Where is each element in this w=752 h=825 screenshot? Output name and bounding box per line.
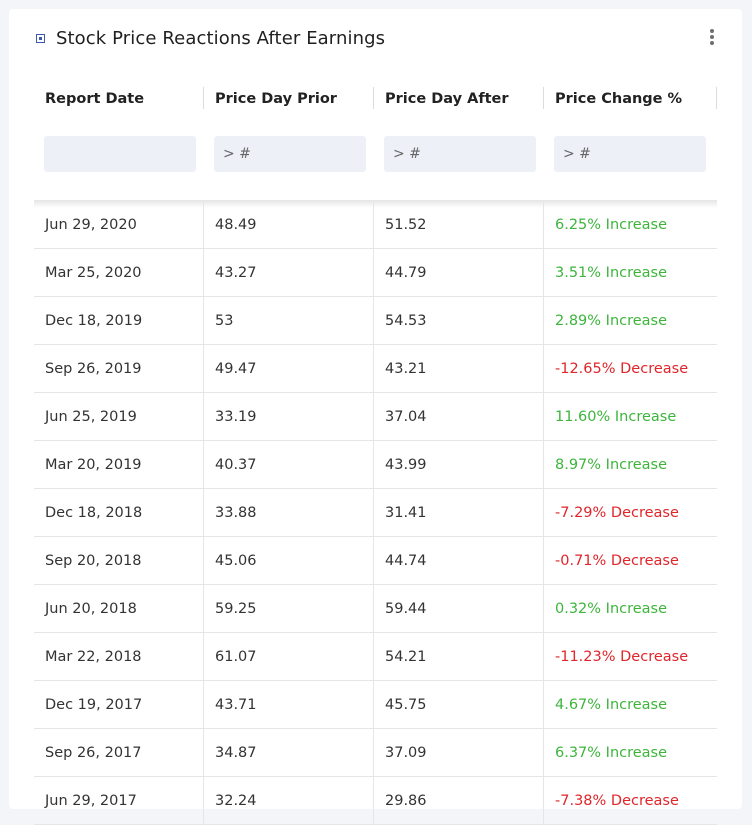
cell-price-change: 6.37% Increase (555, 744, 668, 761)
column-header-report-date[interactable]: Report Date (34, 84, 204, 114)
table-row[interactable]: Mar 22, 2018 61.07 54.21 -11.23% Decrease (34, 633, 717, 681)
column-header-row: Report Date Price Day Prior Price Day Af… (34, 84, 717, 114)
cell-price-change: 3.51% Increase (555, 264, 668, 281)
cell-price-day-prior: 59.25 (204, 585, 374, 632)
header-shadow (34, 200, 717, 208)
column-header-price-day-prior[interactable]: Price Day Prior (204, 84, 374, 114)
table-row[interactable]: Jun 20, 2018 59.25 59.44 0.32% Increase (34, 585, 717, 633)
cell-price-change: -7.38% Decrease (555, 792, 679, 809)
table-row[interactable]: Sep 26, 2019 49.47 43.21 -12.65% Decrease (34, 345, 717, 393)
cell-price-change: -0.71% Decrease (555, 552, 679, 569)
cell-report-date: Sep 26, 2019 (34, 345, 204, 392)
cell-price-day-after: 37.09 (374, 729, 544, 776)
cell-report-date: Sep 20, 2018 (34, 537, 204, 584)
cell-price-day-prior: 53 (204, 297, 374, 344)
column-header-price-day-after[interactable]: Price Day After (374, 84, 544, 114)
column-header-label: Report Date (45, 91, 145, 107)
cell-report-date: Jun 29, 2020 (34, 201, 204, 248)
cell-report-date: Dec 19, 2017 (34, 681, 204, 728)
cell-price-day-after: 29.86 (374, 777, 544, 824)
filter-price-day-after-input[interactable] (384, 136, 536, 172)
column-header-label: Price Change % (555, 91, 683, 107)
cell-report-date: Dec 18, 2018 (34, 489, 204, 536)
column-header-label: Price Day After (385, 91, 509, 107)
earnings-card: Stock Price Reactions After Earnings Rep… (9, 9, 742, 825)
cell-report-date: Sep 26, 2017 (34, 729, 204, 776)
cell-price-change: -12.65% Decrease (555, 360, 689, 377)
cell-report-date: Mar 25, 2020 (34, 249, 204, 296)
cell-report-date: Jun 25, 2019 (34, 393, 204, 440)
cell-price-day-after: 43.21 (374, 345, 544, 392)
cell-price-change: 4.67% Increase (555, 696, 668, 713)
cell-price-day-prior: 43.27 (204, 249, 374, 296)
cell-price-change: 0.32% Increase (555, 600, 668, 617)
table-row[interactable]: Sep 26, 2017 34.87 37.09 6.37% Increase (34, 729, 717, 777)
cell-price-change: 2.89% Increase (555, 312, 668, 329)
cell-price-change: -11.23% Decrease (555, 648, 689, 665)
cell-report-date: Mar 22, 2018 (34, 633, 204, 680)
filter-price-day-prior-input[interactable] (214, 136, 366, 172)
cell-report-date: Jun 20, 2018 (34, 585, 204, 632)
filter-report-date-input[interactable] (44, 136, 196, 172)
filter-row (34, 114, 717, 188)
cell-price-day-prior: 33.88 (204, 489, 374, 536)
cell-price-day-after: 31.41 (374, 489, 544, 536)
cell-price-day-prior: 49.47 (204, 345, 374, 392)
cell-price-day-prior: 33.19 (204, 393, 374, 440)
more-options-icon[interactable] (707, 26, 717, 48)
cell-price-day-after: 37.04 (374, 393, 544, 440)
table-body: Jun 29, 2020 48.49 51.52 6.25% Increase Mar … (34, 201, 717, 825)
cell-price-day-after: 54.53 (374, 297, 544, 344)
table-row[interactable]: Dec 19, 2017 43.71 45.75 4.67% Increase (34, 681, 717, 729)
cell-price-day-prior: 34.87 (204, 729, 374, 776)
table-row[interactable]: Jun 29, 2020 48.49 51.52 6.25% Increase (34, 201, 717, 249)
table-header: Report Date Price Day Prior Price Day Af… (34, 84, 717, 208)
table-row[interactable]: Mar 25, 2020 43.27 44.79 3.51% Increase (34, 249, 717, 297)
cell-price-change: 11.60% Increase (555, 408, 677, 425)
cell-price-change: -7.29% Decrease (555, 504, 679, 521)
table-row[interactable]: Jun 25, 2019 33.19 37.04 11.60% Increase (34, 393, 717, 441)
cell-report-date: Dec 18, 2019 (34, 297, 204, 344)
card-header: Stock Price Reactions After Earnings (36, 26, 385, 50)
cell-price-day-prior: 40.37 (204, 441, 374, 488)
cell-price-day-after: 44.79 (374, 249, 544, 296)
cell-price-day-after: 54.21 (374, 633, 544, 680)
column-header-price-change[interactable]: Price Change % (544, 84, 717, 114)
table-row[interactable]: Jun 29, 2017 32.24 29.86 -7.38% Decrease (34, 777, 717, 825)
filter-price-change-input[interactable] (554, 136, 706, 172)
cell-price-day-after: 51.52 (374, 201, 544, 248)
cell-price-day-prior: 43.71 (204, 681, 374, 728)
widget-icon (36, 33, 45, 43)
table-row[interactable]: Sep 20, 2018 45.06 44.74 -0.71% Decrease (34, 537, 717, 585)
column-header-label: Price Day Prior (215, 91, 337, 107)
table-row[interactable]: Dec 18, 2019 53 54.53 2.89% Increase (34, 297, 717, 345)
cell-report-date: Jun 29, 2017 (34, 777, 204, 824)
cell-price-day-after: 59.44 (374, 585, 544, 632)
cell-price-day-after: 43.99 (374, 441, 544, 488)
table-row[interactable]: Mar 20, 2019 40.37 43.99 8.97% Increase (34, 441, 717, 489)
cell-price-day-prior: 45.06 (204, 537, 374, 584)
cell-price-day-after: 45.75 (374, 681, 544, 728)
table-row[interactable]: Dec 18, 2018 33.88 31.41 -7.29% Decrease (34, 489, 717, 537)
cell-price-day-prior: 61.07 (204, 633, 374, 680)
cell-price-change: 6.25% Increase (555, 216, 668, 233)
cell-price-day-prior: 48.49 (204, 201, 374, 248)
cell-price-change: 8.97% Increase (555, 456, 668, 473)
cell-report-date: Mar 20, 2019 (34, 441, 204, 488)
card-title: Stock Price Reactions After Earnings (56, 27, 386, 49)
cell-price-day-prior: 32.24 (204, 777, 374, 824)
cell-price-day-after: 44.74 (374, 537, 544, 584)
